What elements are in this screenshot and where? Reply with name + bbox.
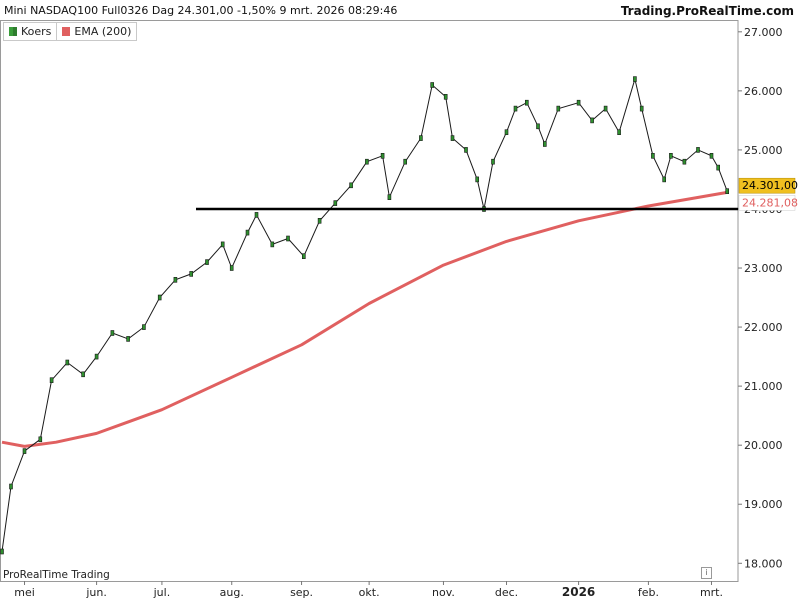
x-tick-label: sep. bbox=[290, 586, 313, 599]
y-tick-label: 25.000 bbox=[744, 144, 783, 157]
price-point bbox=[419, 135, 423, 141]
price-point bbox=[0, 548, 4, 555]
price-point bbox=[270, 241, 275, 248]
y-tick-label: 20.000 bbox=[744, 439, 783, 452]
price-point bbox=[639, 105, 644, 112]
price-point bbox=[682, 158, 687, 165]
price-point bbox=[349, 182, 353, 189]
price-point bbox=[430, 82, 435, 88]
price-point bbox=[556, 105, 561, 112]
price-point bbox=[464, 147, 468, 153]
price-point bbox=[387, 194, 392, 200]
y-tick-label: 27.000 bbox=[744, 26, 783, 39]
price-point bbox=[709, 153, 714, 159]
price-point bbox=[725, 188, 730, 194]
price-point bbox=[110, 330, 115, 336]
x-tick-label: feb. bbox=[638, 586, 659, 599]
price-line bbox=[1, 77, 728, 552]
candlestick-icon bbox=[9, 27, 17, 36]
x-tick-label: mrt. bbox=[700, 586, 723, 599]
price-point bbox=[617, 129, 621, 135]
price-point bbox=[245, 229, 250, 236]
x-tick-label: mei bbox=[14, 586, 35, 599]
price-point bbox=[576, 99, 581, 106]
price-point bbox=[142, 324, 146, 330]
x-tick-label: okt. bbox=[359, 586, 380, 599]
watermark-label: ProRealTime Trading bbox=[3, 569, 110, 581]
x-tick-label: jun. bbox=[85, 586, 107, 599]
x-tick-label: aug. bbox=[220, 586, 244, 599]
price-point bbox=[716, 164, 721, 171]
price-point bbox=[633, 76, 637, 82]
price-point bbox=[491, 158, 495, 165]
price-point bbox=[229, 265, 234, 271]
x-tick-label: nov. bbox=[432, 586, 455, 599]
price-point bbox=[443, 94, 448, 100]
price-point bbox=[403, 158, 408, 165]
price-point bbox=[65, 359, 70, 366]
price-point bbox=[696, 147, 700, 153]
legend-koers-label: Koers bbox=[21, 25, 52, 38]
price-point bbox=[380, 153, 385, 159]
info-icon[interactable]: i bbox=[701, 567, 712, 579]
price-point bbox=[524, 99, 529, 106]
price-point bbox=[9, 483, 13, 490]
price-point bbox=[286, 235, 290, 242]
price-point bbox=[220, 241, 225, 248]
price-point bbox=[475, 176, 480, 183]
price-point bbox=[669, 153, 673, 159]
price-point bbox=[317, 218, 322, 224]
price-point bbox=[662, 176, 667, 183]
price-point bbox=[81, 371, 85, 378]
legend-ema-label: EMA (200) bbox=[74, 25, 132, 38]
price-point bbox=[590, 117, 594, 124]
legend-item-ema[interactable]: EMA (200) bbox=[57, 23, 136, 40]
x-tick-label: 2026 bbox=[562, 585, 595, 599]
price-point bbox=[49, 377, 54, 384]
y-tick-label: 22.000 bbox=[744, 321, 783, 334]
last-price-tag bbox=[738, 177, 796, 194]
indicator-legend: Koers EMA (200) bbox=[3, 22, 138, 41]
price-point bbox=[126, 336, 130, 342]
brand-label: Trading.ProRealTime.com bbox=[620, 4, 794, 18]
price-point bbox=[450, 135, 455, 141]
price-point bbox=[542, 141, 547, 147]
line-swatch-icon bbox=[62, 27, 71, 36]
price-point bbox=[504, 129, 509, 135]
price-point bbox=[189, 271, 193, 277]
price-point bbox=[38, 436, 43, 443]
y-tick-label: 19.000 bbox=[744, 498, 783, 511]
x-tick-label: jul. bbox=[153, 586, 171, 599]
chart-title: Mini NASDAQ100 Full0326 Dag 24.301,00 -1… bbox=[4, 4, 398, 17]
y-tick-label: 23.000 bbox=[744, 262, 783, 275]
price-point bbox=[22, 448, 27, 454]
price-point bbox=[205, 259, 209, 265]
legend-item-koers[interactable]: Koers bbox=[4, 23, 58, 40]
ema-line bbox=[1, 190, 728, 448]
price-point bbox=[603, 105, 608, 112]
price-point bbox=[301, 253, 306, 259]
y-tick-label: 18.000 bbox=[744, 557, 783, 570]
chart-header: Mini NASDAQ100 Full0326 Dag 24.301,00 -1… bbox=[4, 4, 397, 17]
price-point bbox=[94, 353, 99, 360]
price-point bbox=[365, 158, 369, 165]
ema-tag bbox=[738, 195, 796, 211]
price-point bbox=[173, 276, 178, 283]
ema-value-label: 24.281,08 bbox=[742, 196, 798, 209]
price-point bbox=[333, 200, 338, 206]
price-point bbox=[513, 105, 518, 112]
price-point bbox=[157, 294, 162, 301]
y-tick-label: 21.000 bbox=[744, 380, 783, 393]
y-tick-label: 26.000 bbox=[744, 85, 783, 98]
x-tick-label: dec. bbox=[495, 586, 518, 599]
price-point bbox=[536, 123, 540, 130]
price-point bbox=[651, 153, 655, 159]
price-point bbox=[254, 212, 259, 218]
last-price-label: 24.301,00 bbox=[742, 179, 798, 192]
